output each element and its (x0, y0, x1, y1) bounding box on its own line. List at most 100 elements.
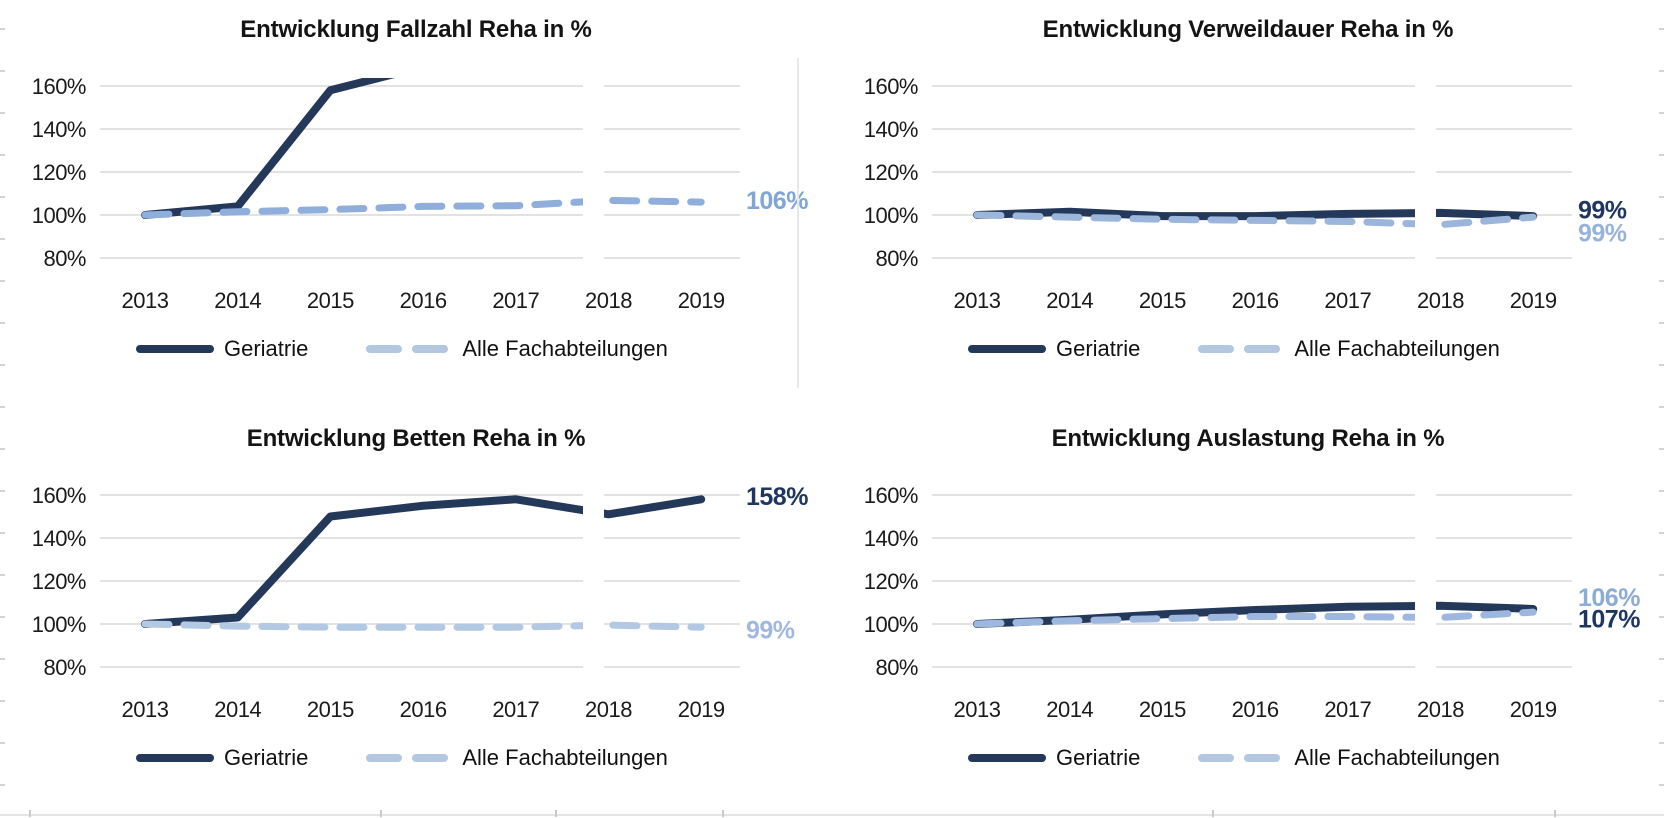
chart-title: Entwicklung Fallzahl Reha in % (240, 16, 592, 43)
geriatrie-line-swatch (968, 754, 1046, 762)
bottom-edge-tick (1554, 810, 1556, 817)
x-tick-label: 2015 (1139, 288, 1186, 313)
x-tick-label: 2015 (1139, 697, 1186, 722)
x-tick-label: 2016 (1232, 288, 1279, 313)
y-tick-label: 100% (864, 612, 918, 637)
x-tick-label: 2013 (954, 697, 1001, 722)
x-tick-label: 2017 (492, 288, 539, 313)
chart-legend: Geriatrie Alle Fachabteilungen (136, 745, 668, 771)
y-tick-label: 120% (32, 569, 86, 594)
screenshot-bottom-gridline (0, 814, 1664, 816)
y-tick-label: 80% (875, 655, 918, 680)
legend-alle-fachabteilungen: Alle Fachabteilungen (366, 745, 668, 771)
x-tick-label: 2019 (1510, 697, 1557, 722)
chart-title: Entwicklung Verweildauer Reha in % (1042, 16, 1454, 43)
chart-panel-auslastung-reha: Entwicklung Auslastung Reha in % 160% 140… (832, 409, 1664, 818)
y-tick-label: 160% (32, 483, 86, 508)
geriatrie-line (141, 78, 395, 219)
series-end-label: 99% (1578, 197, 1627, 225)
screenshot-stitch-seam (797, 58, 799, 388)
chart-panel-betten-reha: Entwicklung Betten Reha in % 160% 140% 120… (0, 409, 832, 818)
alle-fachabteilungen-line-swatch (1198, 754, 1285, 762)
data-gap-seam (1415, 66, 1436, 290)
geriatrie-line (973, 207, 1538, 221)
x-tick-label: 2018 (1417, 288, 1464, 313)
y-tick-label: 140% (864, 526, 918, 551)
series-end-label: 99% (746, 616, 795, 644)
x-tick-label: 2016 (1232, 697, 1279, 722)
alle-fachabteilungen-line-swatch (1198, 345, 1285, 353)
chart-legend: Geriatrie Alle Fachabteilungen (136, 336, 668, 362)
x-tick-label: 2018 (585, 288, 632, 313)
y-tick-label: 140% (32, 117, 86, 142)
x-tick-label: 2019 (678, 288, 725, 313)
y-tick-label: 100% (32, 612, 86, 637)
x-tick-label: 2018 (585, 697, 632, 722)
alle-fachabteilungen-line-swatch (366, 345, 453, 353)
screenshot-edge-ticks-right (1659, 28, 1664, 818)
x-tick-label: 2018 (1417, 697, 1464, 722)
legend-alle-label: Alle Fachabteilungen (462, 336, 668, 361)
x-tick-label: 2013 (954, 288, 1001, 313)
series-end-label: 106% (1578, 584, 1640, 612)
legend-geriatrie-label: Geriatrie (1056, 336, 1141, 361)
geriatrie-line-swatch (136, 754, 214, 762)
x-tick-label: 2017 (1324, 288, 1371, 313)
chart-legend: Geriatrie Alle Fachabteilungen (968, 745, 1500, 771)
legend-geriatrie-label: Geriatrie (224, 336, 309, 361)
screenshot-edge-ticks-left (0, 28, 5, 818)
y-tick-label: 100% (32, 203, 86, 228)
bottom-edge-tick (722, 810, 724, 817)
auslastung-plot-area: 160% 140% 120% 100% 80% 2013 2014 2015 2016 2017 2… (864, 475, 1641, 722)
y-tick-label: 80% (875, 246, 918, 271)
legend-geriatrie-label: Geriatrie (224, 745, 309, 770)
x-tick-label: 2016 (400, 697, 447, 722)
x-tick-label: 2014 (214, 288, 261, 313)
y-tick-label: 120% (32, 160, 86, 185)
chart-title: Entwicklung Betten Reha in % (246, 425, 586, 452)
y-tick-label: 80% (43, 246, 86, 271)
chart-title: Entwicklung Auslastung Reha in % (1051, 425, 1445, 452)
legend-alle-label: Alle Fachabteilungen (1294, 745, 1500, 770)
legend-alle-label: Alle Fachabteilungen (462, 745, 668, 770)
bottom-edge-tick (380, 810, 382, 817)
legend-geriatrie: Geriatrie (968, 745, 1140, 771)
x-tick-label: 2019 (678, 697, 725, 722)
x-tick-label: 2017 (1324, 697, 1371, 722)
fallzahl-plot-area: 160% 140% 120% 100% 80% 2013 2014 2015 2016 2017 2… (32, 66, 809, 313)
legend-alle-fachabteilungen: Alle Fachabteilungen (1198, 336, 1500, 362)
alle-fachabteilungen-line (973, 608, 1537, 628)
y-tick-label: 160% (32, 74, 86, 99)
legend-geriatrie: Geriatrie (968, 336, 1140, 362)
data-gap-seam (583, 66, 604, 290)
x-tick-label: 2014 (1046, 697, 1093, 722)
geriatrie-line (141, 495, 706, 628)
series-end-label: 158% (746, 483, 808, 511)
y-tick-label: 140% (32, 526, 86, 551)
bottom-edge-tick (1212, 810, 1214, 817)
y-tick-label: 120% (864, 569, 918, 594)
bottom-edge-tick (555, 810, 557, 817)
bottom-edge-tick (29, 810, 31, 817)
alle-fachabteilungen-line-swatch (366, 754, 453, 762)
y-tick-label: 160% (864, 74, 918, 99)
x-tick-label: 2014 (1046, 288, 1093, 313)
y-tick-label: 120% (864, 160, 918, 185)
chart-panel-verweildauer-reha: Entwicklung Verweildauer Reha in % 160% 1… (832, 0, 1664, 409)
legend-geriatrie: Geriatrie (136, 336, 308, 362)
verweildauer-plot-area: 160% 140% 120% 100% 80% 2013 2014 2015 2016 2017 2… (864, 66, 1627, 313)
geriatrie-line-swatch (136, 345, 214, 353)
betten-plot-area: 160% 140% 120% 100% 80% 2013 2014 2015 2016 2017 2… (32, 475, 809, 722)
legend-geriatrie-label: Geriatrie (1056, 745, 1141, 770)
chart-legend: Geriatrie Alle Fachabteilungen (968, 336, 1500, 362)
series-end-label: 99% (1578, 219, 1627, 247)
legend-alle-fachabteilungen: Alle Fachabteilungen (1198, 745, 1500, 771)
alle-fachabteilungen-line (973, 211, 1537, 229)
alle-fachabteilungen-line (141, 196, 705, 219)
x-tick-label: 2015 (307, 288, 354, 313)
x-tick-label: 2013 (122, 288, 169, 313)
legend-alle-label: Alle Fachabteilungen (1294, 336, 1500, 361)
chart-panel-fallzahl-reha: Entwicklung Fallzahl Reha in % 160% 140% 1… (0, 0, 832, 409)
x-tick-label: 2016 (400, 288, 447, 313)
x-tick-label: 2013 (122, 697, 169, 722)
